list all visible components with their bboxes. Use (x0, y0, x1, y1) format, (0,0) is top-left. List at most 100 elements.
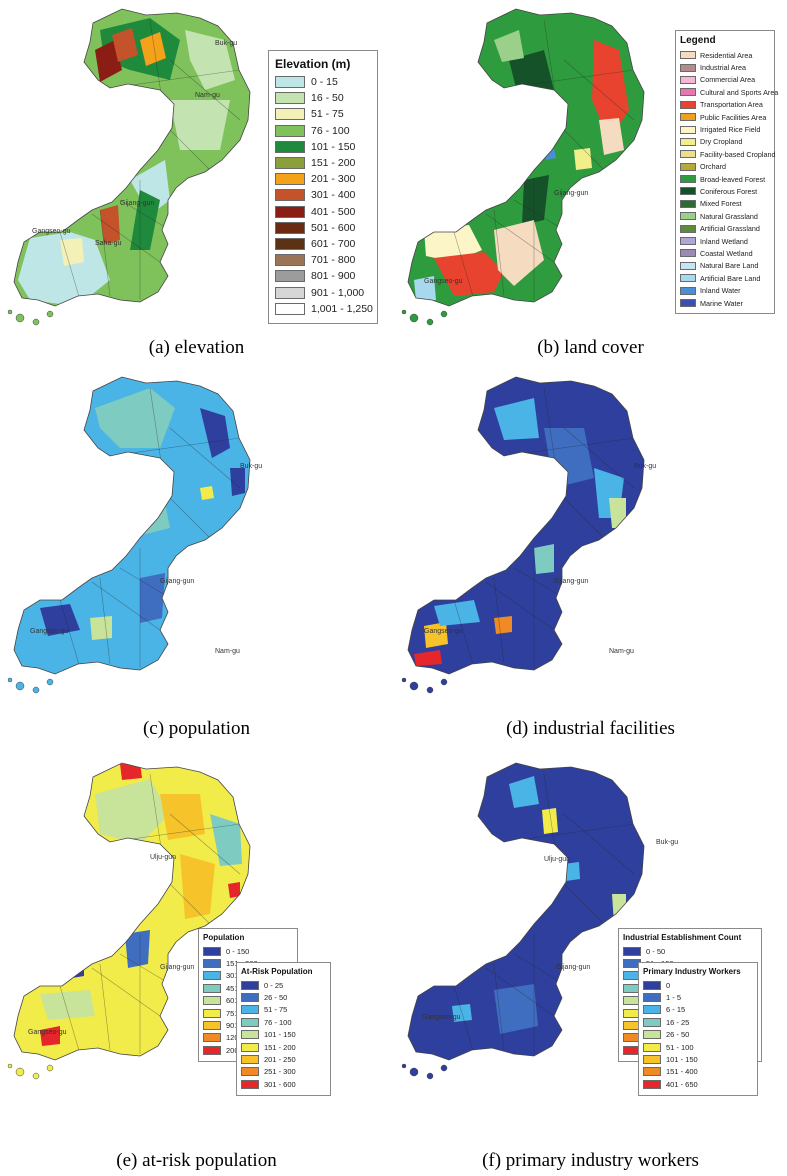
legend-label: Artificial Grassland (700, 224, 760, 234)
map-d (401, 376, 645, 694)
place-label: Ulju-gun (544, 856, 571, 863)
map-region (95, 779, 170, 844)
legend-item: Public Facilities Area (680, 111, 770, 123)
legend-label: 51 - 100 (666, 1042, 694, 1052)
legend-label: Broad-leaved Forest (700, 174, 766, 184)
island (409, 1067, 419, 1077)
map-panel-d: Buk-gu Gijang-gun Gangseo-gu Nam-gu Industri… (394, 368, 787, 1062)
legend-item: 76 - 100 (241, 1016, 326, 1028)
island (32, 686, 40, 694)
legend-swatch (203, 959, 221, 969)
map-region (140, 32, 166, 66)
place-label: Nam-gu (215, 648, 240, 655)
legend-label: Public Facilities Area (700, 112, 767, 122)
legend-item: Cultural and Sports Area (680, 86, 778, 98)
legend-label: 16 - 50 (311, 92, 344, 105)
caption-c: (c) population (142, 718, 251, 739)
legend-label: 1,001 - 1,250 (311, 302, 373, 315)
district-boundary (119, 953, 171, 985)
caption-b: (b) land cover (537, 337, 644, 358)
legend-label: Natural Grassland (700, 211, 758, 221)
legend-label: 26 - 50 (264, 993, 288, 1003)
legend-label: 401 - 650 (666, 1079, 698, 1089)
map-region (95, 40, 122, 82)
legend-label: 0 (666, 980, 671, 990)
map-region (120, 763, 142, 780)
island (409, 681, 419, 691)
legend-label: Mixed Forest (700, 199, 742, 209)
legend-item: Marine Water (680, 297, 770, 309)
legend-item: Orchard (680, 161, 770, 173)
legend-label: 201 - 300 (311, 173, 356, 186)
legend-swatch (680, 150, 696, 159)
legend-label: Inland Wetland (700, 236, 748, 246)
map-region (434, 600, 480, 626)
island (46, 678, 54, 686)
district-boundary (493, 963, 505, 1051)
legend-item: 0 - 50 (623, 945, 757, 957)
legend-swatch (680, 162, 696, 171)
map-c (7, 376, 251, 694)
legend-swatch (275, 302, 305, 315)
map-panel-b: Gijang-gun Gangseo-gu Legend Residential Ar… (394, 0, 787, 392)
legend-item: Transportation Area (680, 99, 770, 111)
place-label: Gangseo-gu (28, 1029, 67, 1036)
legend-swatch (680, 187, 696, 196)
legend-item: Coniferous Forest (680, 185, 770, 197)
legend-swatch (241, 980, 259, 990)
legend-swatch (203, 1033, 221, 1043)
legend-swatch (680, 274, 696, 283)
map-region (230, 468, 245, 496)
legend-swatch (203, 971, 221, 981)
legend-swatch (241, 1030, 259, 1040)
legend-label: 76 - 100 (311, 124, 350, 137)
legend-swatch (680, 249, 696, 258)
place-label: Nam-gu (195, 92, 220, 99)
map-e (7, 762, 251, 1080)
legend-item: 401 - 650 (643, 1078, 753, 1090)
legend-item: 801 - 900 (275, 268, 371, 284)
island (426, 686, 434, 694)
legend-swatch (680, 175, 696, 184)
legend-label: Dry Cropland (700, 137, 743, 147)
legend-swatch (203, 946, 221, 956)
map-outline (407, 8, 645, 307)
legend-item: 151 - 200 (241, 1041, 326, 1053)
legend-label: Transportation Area (700, 100, 763, 110)
island (7, 677, 13, 683)
legend-swatch (643, 980, 661, 990)
island (409, 313, 419, 323)
legend-swatch (275, 189, 305, 202)
legend-label: Commercial Area (700, 75, 756, 85)
map-region (125, 930, 150, 968)
place-label: Buk-gu (215, 40, 238, 47)
legend-label: 51 - 75 (264, 1005, 288, 1015)
island (46, 310, 54, 318)
legend-swatch (680, 286, 696, 295)
legend-label: 101 - 150 (666, 1055, 698, 1065)
map-region (40, 990, 95, 1020)
district-boundary (453, 985, 475, 1055)
legend-a: Elevation (m) 0 - 15 16 - 50 51 - 75 76 - 10… (268, 50, 378, 324)
district-boundary (99, 577, 111, 665)
legend-swatch (643, 1005, 661, 1015)
map-outline (407, 376, 645, 675)
map-base-fill (408, 377, 644, 674)
legend-swatch (275, 92, 305, 105)
legend-swatch (275, 270, 305, 283)
legend-label: 1 - 5 (666, 993, 682, 1003)
map-region (522, 175, 549, 225)
island (401, 677, 407, 683)
legend-swatch (680, 75, 696, 84)
map-region (434, 252, 504, 296)
legend-e: At-Risk Population 0 - 25 26 - 50 51 - 75 76… (236, 962, 331, 1096)
legend-title: Legend (680, 35, 716, 46)
legend-title: Population (203, 933, 245, 942)
district-boundary (91, 581, 161, 631)
legend-label: Artificial Bare Land (700, 273, 761, 283)
map-region (609, 498, 626, 528)
legend-item: Residential Area (680, 49, 770, 61)
map-outline (13, 8, 251, 307)
legend-item: Natural Bare Land (680, 260, 770, 272)
legend-swatch (275, 221, 305, 234)
